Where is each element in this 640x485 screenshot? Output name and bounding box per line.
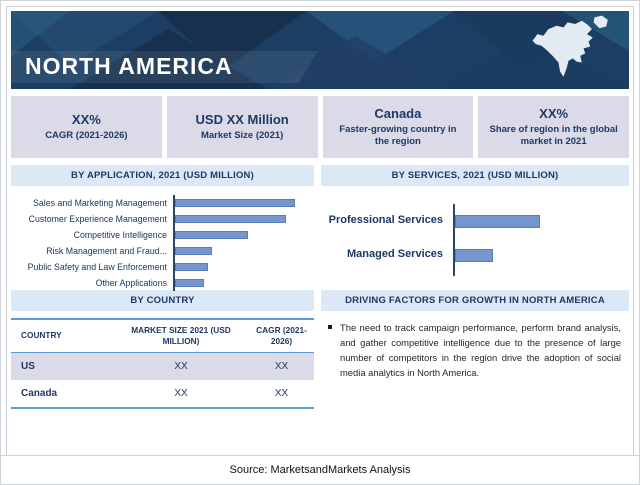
stat-card-region-share: XX% Share of region in the global market…	[478, 96, 629, 158]
stat-card-label: Market Size (2021)	[200, 129, 284, 141]
cell-market-size: XX	[174, 360, 188, 372]
cell-cagr: XX	[274, 387, 289, 399]
section-header-driving-factors: DRIVING FACTORS FOR GROWTH IN NORTH AMER…	[321, 290, 629, 311]
table-row-us: US XX XX	[11, 352, 314, 380]
cell-country: US	[21, 360, 35, 372]
stat-card-fastest-country: Canada Faster-growing country in the reg…	[322, 96, 474, 158]
bar-other-applications	[175, 279, 204, 287]
content-columns: BY APPLICATION, 2021 (USD MILLION) Sales…	[11, 165, 629, 409]
stat-card-value: Canada	[374, 105, 422, 121]
cell-country: Canada	[21, 387, 58, 399]
page-title: NORTH AMERICA	[25, 53, 233, 79]
services-chart-bars	[453, 204, 629, 276]
stat-card-label: Share of region in the global market in …	[489, 123, 618, 147]
category-label: Customer Experience Management	[28, 214, 167, 224]
table-header-row: COUNTRY MARKET SIZE 2021 (USD MILLION) C…	[11, 319, 314, 353]
services-chart-labels: Professional Services Managed Services	[321, 204, 453, 276]
left-column: BY APPLICATION, 2021 (USD MILLION) Sales…	[11, 165, 314, 409]
stat-card-label: CAGR (2021-2026)	[45, 129, 128, 141]
bar-customer-experience	[175, 215, 287, 223]
section-header-by-application: BY APPLICATION, 2021 (USD MILLION)	[11, 165, 314, 186]
category-label: Sales and Marketing Management	[33, 198, 167, 208]
category-label: Risk Management and Fraud...	[46, 246, 167, 256]
header-banner: NORTH AMERICA	[11, 11, 629, 89]
bar-professional-services	[455, 214, 541, 228]
table-row-canada: Canada XX XX	[11, 380, 314, 408]
column-header-market-size: MARKET SIZE 2021 (USD MILLION)	[113, 319, 249, 353]
country-table: COUNTRY MARKET SIZE 2021 (USD MILLION) C…	[11, 318, 314, 409]
stat-card-label: Faster-growing country in the region	[339, 123, 457, 147]
stat-card-value: XX%	[71, 111, 101, 127]
category-label: Competitive Intelligence	[73, 230, 167, 240]
source-caption: Source: MarketsandMarkets Analysis	[1, 455, 639, 484]
bar-managed-services	[455, 248, 493, 262]
by-application-chart: Sales and Marketing Management Customer …	[11, 186, 314, 291]
stat-cards-row: XX% CAGR (2021-2026) USD XX Million Mark…	[11, 96, 629, 158]
page-frame: NORTH AMERICA XX% CAGR (2021-2026) USD X…	[6, 6, 634, 456]
stat-card-cagr: XX% CAGR (2021-2026)	[11, 96, 162, 158]
driving-factor-item: The need to track campaign performance, …	[325, 320, 621, 380]
section-header-by-services: BY SERVICES, 2021 (USD MILLION)	[321, 165, 629, 186]
bar-risk-management	[175, 247, 213, 255]
column-header-cagr: CAGR (2021-2026)	[249, 319, 314, 353]
by-services-chart: Professional Services Managed Services	[321, 186, 629, 290]
stat-card-value: XX%	[539, 105, 569, 121]
category-label: Managed Services	[347, 248, 443, 261]
section-header-by-country: BY COUNTRY	[11, 290, 314, 311]
category-label: Other Applications	[95, 278, 167, 288]
driving-factors-panel: The need to track campaign performance, …	[321, 320, 629, 380]
driving-factors-list: The need to track campaign performance, …	[325, 320, 621, 380]
application-chart-bars	[173, 195, 314, 291]
bar-competitive-intelligence	[175, 231, 248, 239]
cell-market-size: XX	[174, 387, 188, 399]
category-label: Professional Services	[328, 214, 443, 227]
bar-public-safety	[175, 263, 209, 271]
category-label: Public Safety and Law Enforcement	[27, 262, 167, 272]
column-header-country: COUNTRY	[11, 319, 113, 353]
right-column: BY SERVICES, 2021 (USD MILLION) Professi…	[321, 165, 629, 409]
stat-card-value: USD XX Million	[195, 111, 289, 127]
application-chart-labels: Sales and Marketing Management Customer …	[11, 195, 173, 291]
bar-sales-marketing	[175, 199, 295, 207]
stat-card-market-size: USD XX Million Market Size (2021)	[166, 96, 318, 158]
cell-cagr: XX	[274, 360, 289, 372]
geometric-pattern	[11, 11, 629, 89]
north-america-map-icon	[525, 14, 617, 86]
